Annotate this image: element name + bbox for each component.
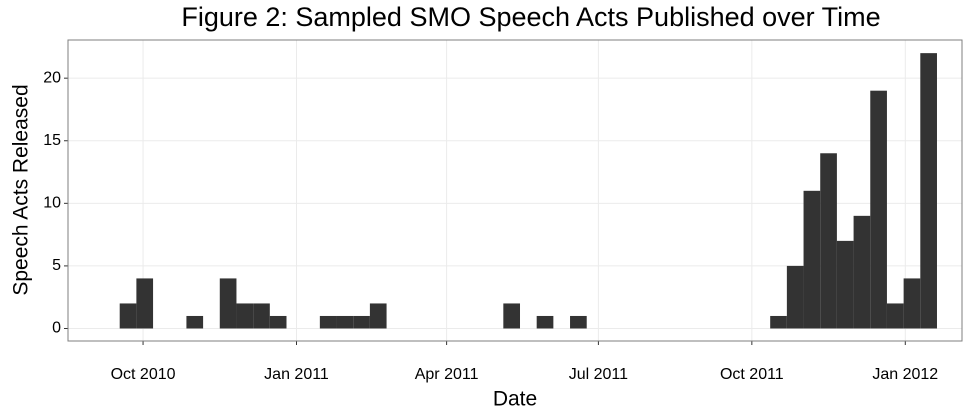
x-tick-label: Jan 2012 xyxy=(872,366,938,383)
chart-title: Figure 2: Sampled SMO Speech Acts Publis… xyxy=(181,2,880,32)
bar xyxy=(503,303,521,329)
bar xyxy=(269,315,287,329)
bar xyxy=(219,278,237,329)
bar xyxy=(319,315,337,329)
bar xyxy=(570,315,587,329)
bar xyxy=(119,303,137,329)
bar xyxy=(353,315,370,329)
bar xyxy=(903,278,921,329)
x-tick-label: Jul 2011 xyxy=(569,366,628,383)
plot-border xyxy=(67,39,963,342)
x-axis-label: Date xyxy=(493,388,537,411)
bar xyxy=(336,315,354,329)
bar xyxy=(186,315,204,329)
y-tick-label: 20 xyxy=(43,69,61,86)
bar xyxy=(820,153,837,329)
bar xyxy=(886,303,904,329)
bar xyxy=(803,190,821,329)
bar xyxy=(369,303,387,329)
x-tick-label: Jan 2011 xyxy=(264,366,329,383)
bar xyxy=(836,240,854,329)
x-tick-label: Apr 2011 xyxy=(415,366,479,383)
bar xyxy=(770,315,787,329)
bar xyxy=(136,278,154,329)
y-tick-label: 15 xyxy=(43,132,61,149)
bar xyxy=(236,303,254,329)
bar xyxy=(870,90,887,329)
bar xyxy=(920,53,937,329)
y-axis-label: Speech Acts Released xyxy=(10,84,33,295)
bar xyxy=(786,265,804,329)
x-tick-label: Oct 2011 xyxy=(720,366,784,383)
y-tick-label: 0 xyxy=(52,320,61,337)
x-tick-label: Oct 2010 xyxy=(111,366,176,383)
y-tick-label: 5 xyxy=(52,257,61,274)
bar xyxy=(853,215,871,329)
bar xyxy=(536,315,554,329)
y-tick-label: 10 xyxy=(43,195,61,212)
bar xyxy=(253,303,270,329)
